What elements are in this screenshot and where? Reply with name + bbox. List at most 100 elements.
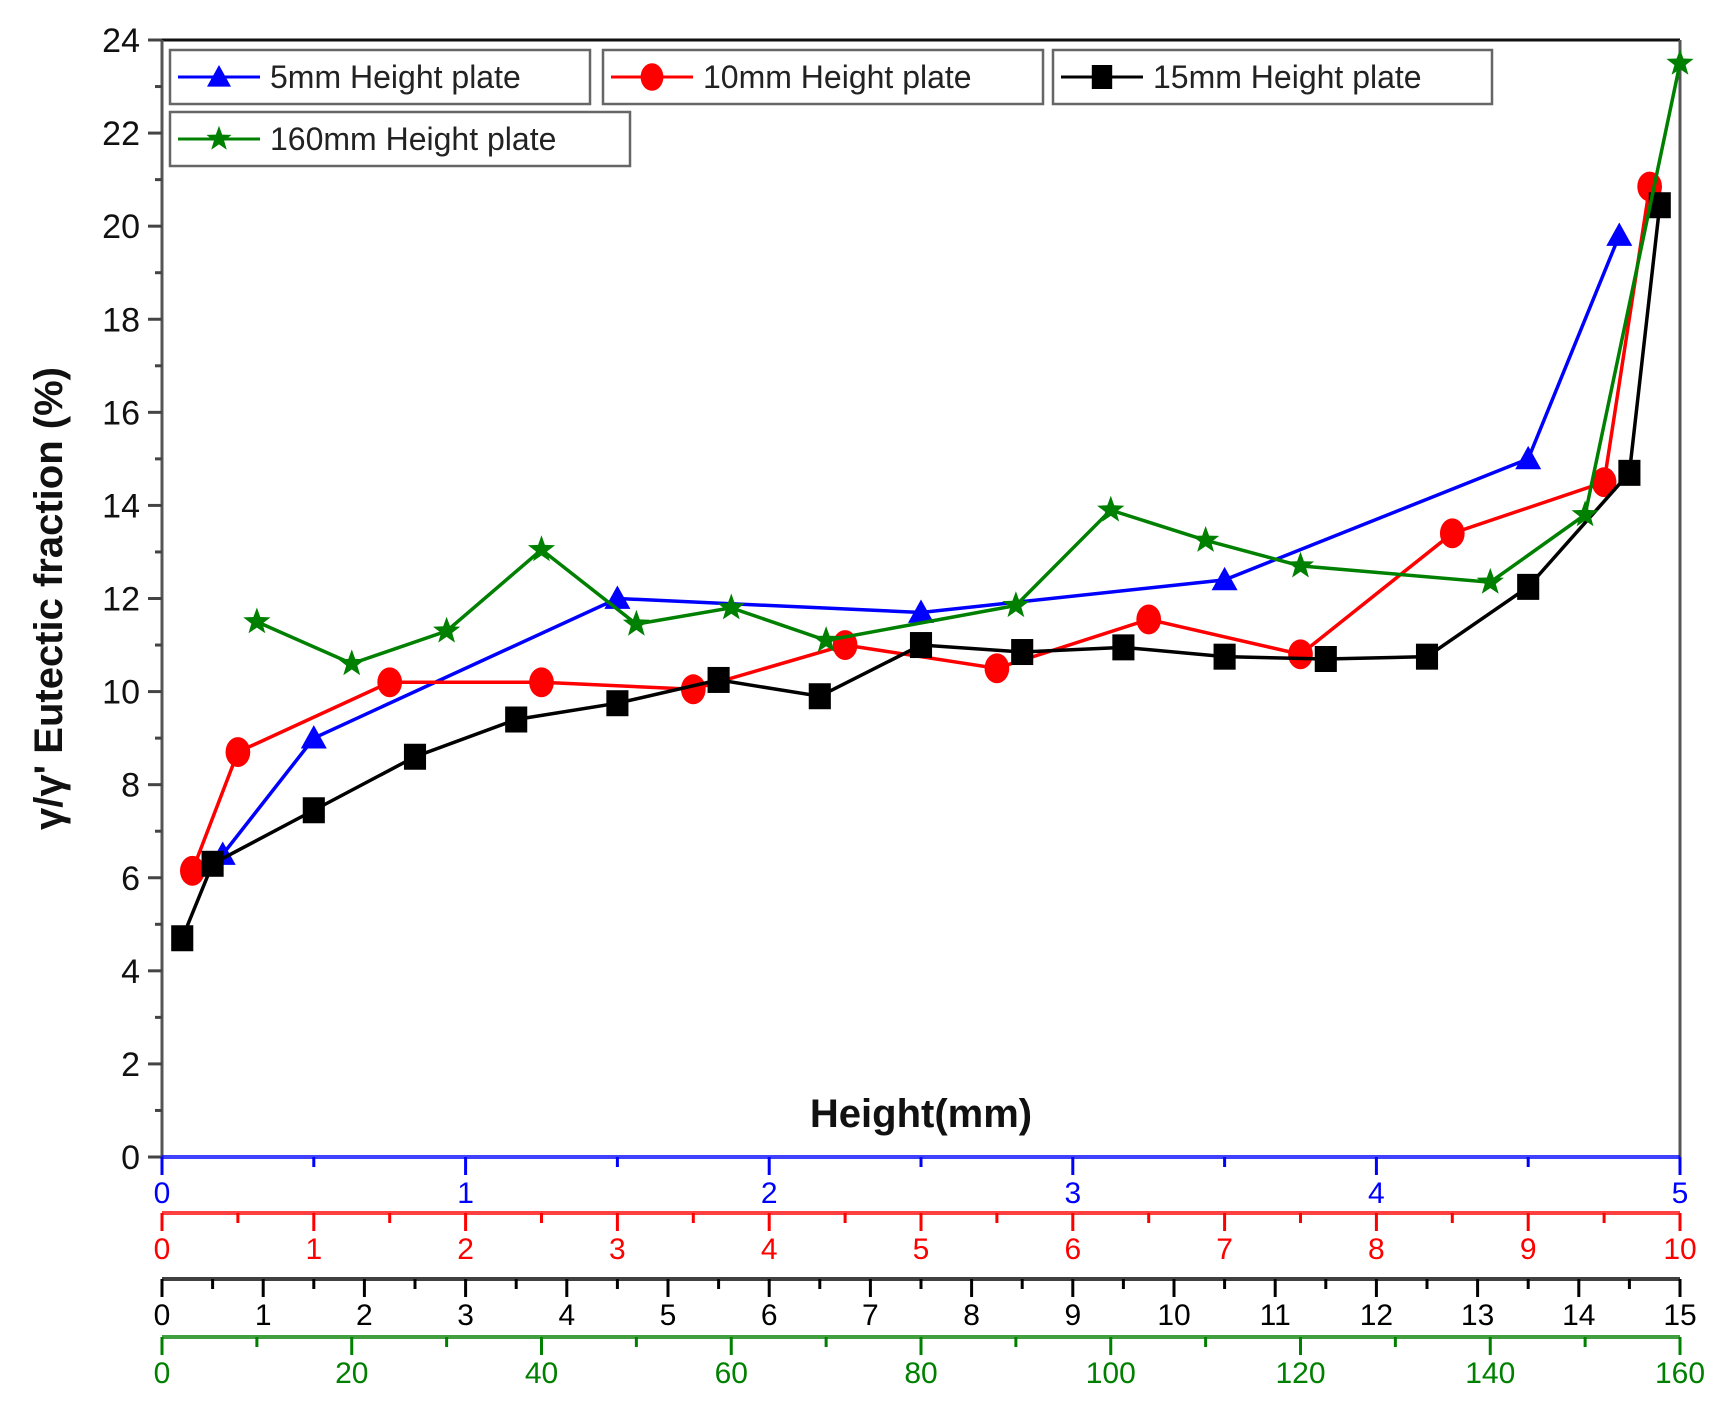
y-tick-label: 14 [102, 487, 140, 525]
circle-marker-icon [180, 855, 205, 886]
x-axis-0: 0 1 2 3 4 5 [154, 1155, 1689, 1210]
y-tick-label: 20 [102, 208, 140, 246]
x-tick-label: 20 [335, 1357, 368, 1390]
y-tick-label: 12 [102, 581, 140, 619]
square-marker-icon [1091, 65, 1113, 89]
x-tick-label: 10 [1663, 1233, 1696, 1266]
star-marker-icon [433, 616, 461, 643]
x-axes: 0 1 2 3 4 50 1 2 3 4 5 6 7 8 9 100 1 2 3 4 5 6 7 8 9 10 11 12 13 14 15… [154, 1155, 1705, 1390]
x-tick-label: 8 [1368, 1233, 1385, 1266]
x-tick-label: 7 [1216, 1233, 1233, 1266]
y-tick-label: 10 [102, 674, 140, 712]
x-tick-label: 140 [1465, 1357, 1515, 1390]
legend-label: 15mm Height plate [1153, 59, 1422, 95]
square-marker-icon [707, 666, 730, 693]
square-marker-icon [1415, 643, 1439, 670]
square-marker-icon [1618, 459, 1641, 486]
legend-item: 5mm Height plate [168, 48, 592, 106]
square-marker-icon [1648, 192, 1671, 219]
star-marker-icon [1286, 551, 1315, 578]
series-star [243, 49, 1694, 676]
triangle-marker-icon [1606, 222, 1633, 246]
star-marker-icon [206, 125, 232, 150]
circle-marker-icon [680, 674, 706, 705]
y-tick-label: 22 [102, 115, 140, 153]
x-tick-label: 5 [1672, 1177, 1689, 1210]
plot-frame [160, 38, 1682, 1157]
y-tick-label: 18 [102, 301, 140, 339]
square-marker-icon [1517, 573, 1540, 600]
x-tick-label: 8 [963, 1299, 980, 1332]
square-marker-icon [1314, 646, 1337, 673]
x-tick-label: 1 [457, 1177, 474, 1210]
square-marker-icon [909, 632, 933, 659]
x-tick-label: 13 [1461, 1299, 1494, 1332]
legend-label: 5mm Height plate [270, 59, 521, 95]
x-tick-label: 100 [1086, 1357, 1136, 1390]
x-tick-label: 7 [862, 1299, 879, 1332]
triangle-marker-icon [908, 599, 934, 623]
x-tick-label: 1 [305, 1233, 322, 1266]
x-tick-label: 0 [154, 1177, 171, 1210]
x-tick-label: 3 [609, 1233, 626, 1266]
square-marker-icon [403, 743, 427, 770]
x-tick-label: 4 [1368, 1177, 1385, 1210]
x-tick-label: 2 [761, 1177, 778, 1210]
x-tick-label: 1 [255, 1299, 272, 1332]
triangle-marker-icon [207, 65, 231, 87]
x-tick-label: 4 [761, 1233, 778, 1266]
circle-marker-icon [529, 667, 554, 698]
square-marker-icon [302, 797, 325, 824]
y-tick-label: 8 [121, 767, 140, 805]
square-marker-icon [1011, 639, 1034, 666]
x-tick-label: 60 [715, 1357, 748, 1390]
x-tick-label: 0 [154, 1299, 171, 1332]
circle-marker-icon [640, 63, 664, 91]
star-marker-icon [1666, 49, 1694, 75]
x-tick-label: 0 [154, 1357, 171, 1390]
circle-marker-icon [377, 667, 403, 698]
triangle-marker-icon [300, 725, 327, 749]
x-tick-label: 5 [660, 1299, 677, 1332]
square-marker-icon [171, 925, 194, 952]
x-tick-label: 80 [904, 1357, 937, 1390]
star-marker-icon [1476, 567, 1504, 594]
star-marker-icon [1571, 500, 1599, 527]
legend-item: 10mm Height plate [601, 48, 1045, 106]
star-marker-icon [622, 609, 650, 636]
x-tick-label: 11 [1260, 1299, 1291, 1332]
x-tick-label: 12 [1360, 1299, 1393, 1332]
x-tick-label: 160 [1655, 1357, 1705, 1390]
x-tick-label: 4 [558, 1299, 575, 1332]
square-marker-icon [1112, 634, 1135, 661]
circle-marker-icon [1288, 639, 1313, 670]
circle-marker-icon [1439, 518, 1465, 549]
x-tick-label: 3 [1064, 1177, 1081, 1210]
star-marker-icon [1192, 526, 1220, 552]
y-tick-label: 16 [102, 394, 140, 432]
star-marker-icon [338, 649, 366, 676]
x-tick-label: 9 [1064, 1299, 1081, 1332]
x-tick-label: 2 [457, 1233, 474, 1266]
x-tick-label: 3 [457, 1299, 474, 1332]
x-tick-label: 9 [1520, 1233, 1537, 1266]
series-line [256, 62, 1682, 666]
x-tick-label: 10 [1157, 1299, 1190, 1332]
square-marker-icon [808, 683, 831, 710]
x-axis-2: 0 1 2 3 4 5 6 7 8 9 10 11 12 13 14 15 [154, 1277, 1697, 1332]
star-marker-icon [243, 607, 271, 634]
y-tick-label: 0 [121, 1139, 140, 1177]
x-axis-title: Height(mm) [810, 1092, 1032, 1136]
y-tick-label: 2 [121, 1046, 140, 1084]
square-marker-icon [505, 706, 528, 733]
square-marker-icon [201, 850, 224, 877]
legend: 5mm Height plate 10mm Height plate 15mm He… [168, 48, 1494, 168]
series-square [171, 192, 1671, 952]
data-series [171, 49, 1694, 952]
x-tick-label: 6 [1064, 1233, 1081, 1266]
square-marker-icon [1213, 643, 1236, 670]
legend-label: 160mm Height plate [270, 121, 556, 157]
y-tick-label: 24 [102, 22, 140, 60]
series-line [180, 205, 1662, 939]
